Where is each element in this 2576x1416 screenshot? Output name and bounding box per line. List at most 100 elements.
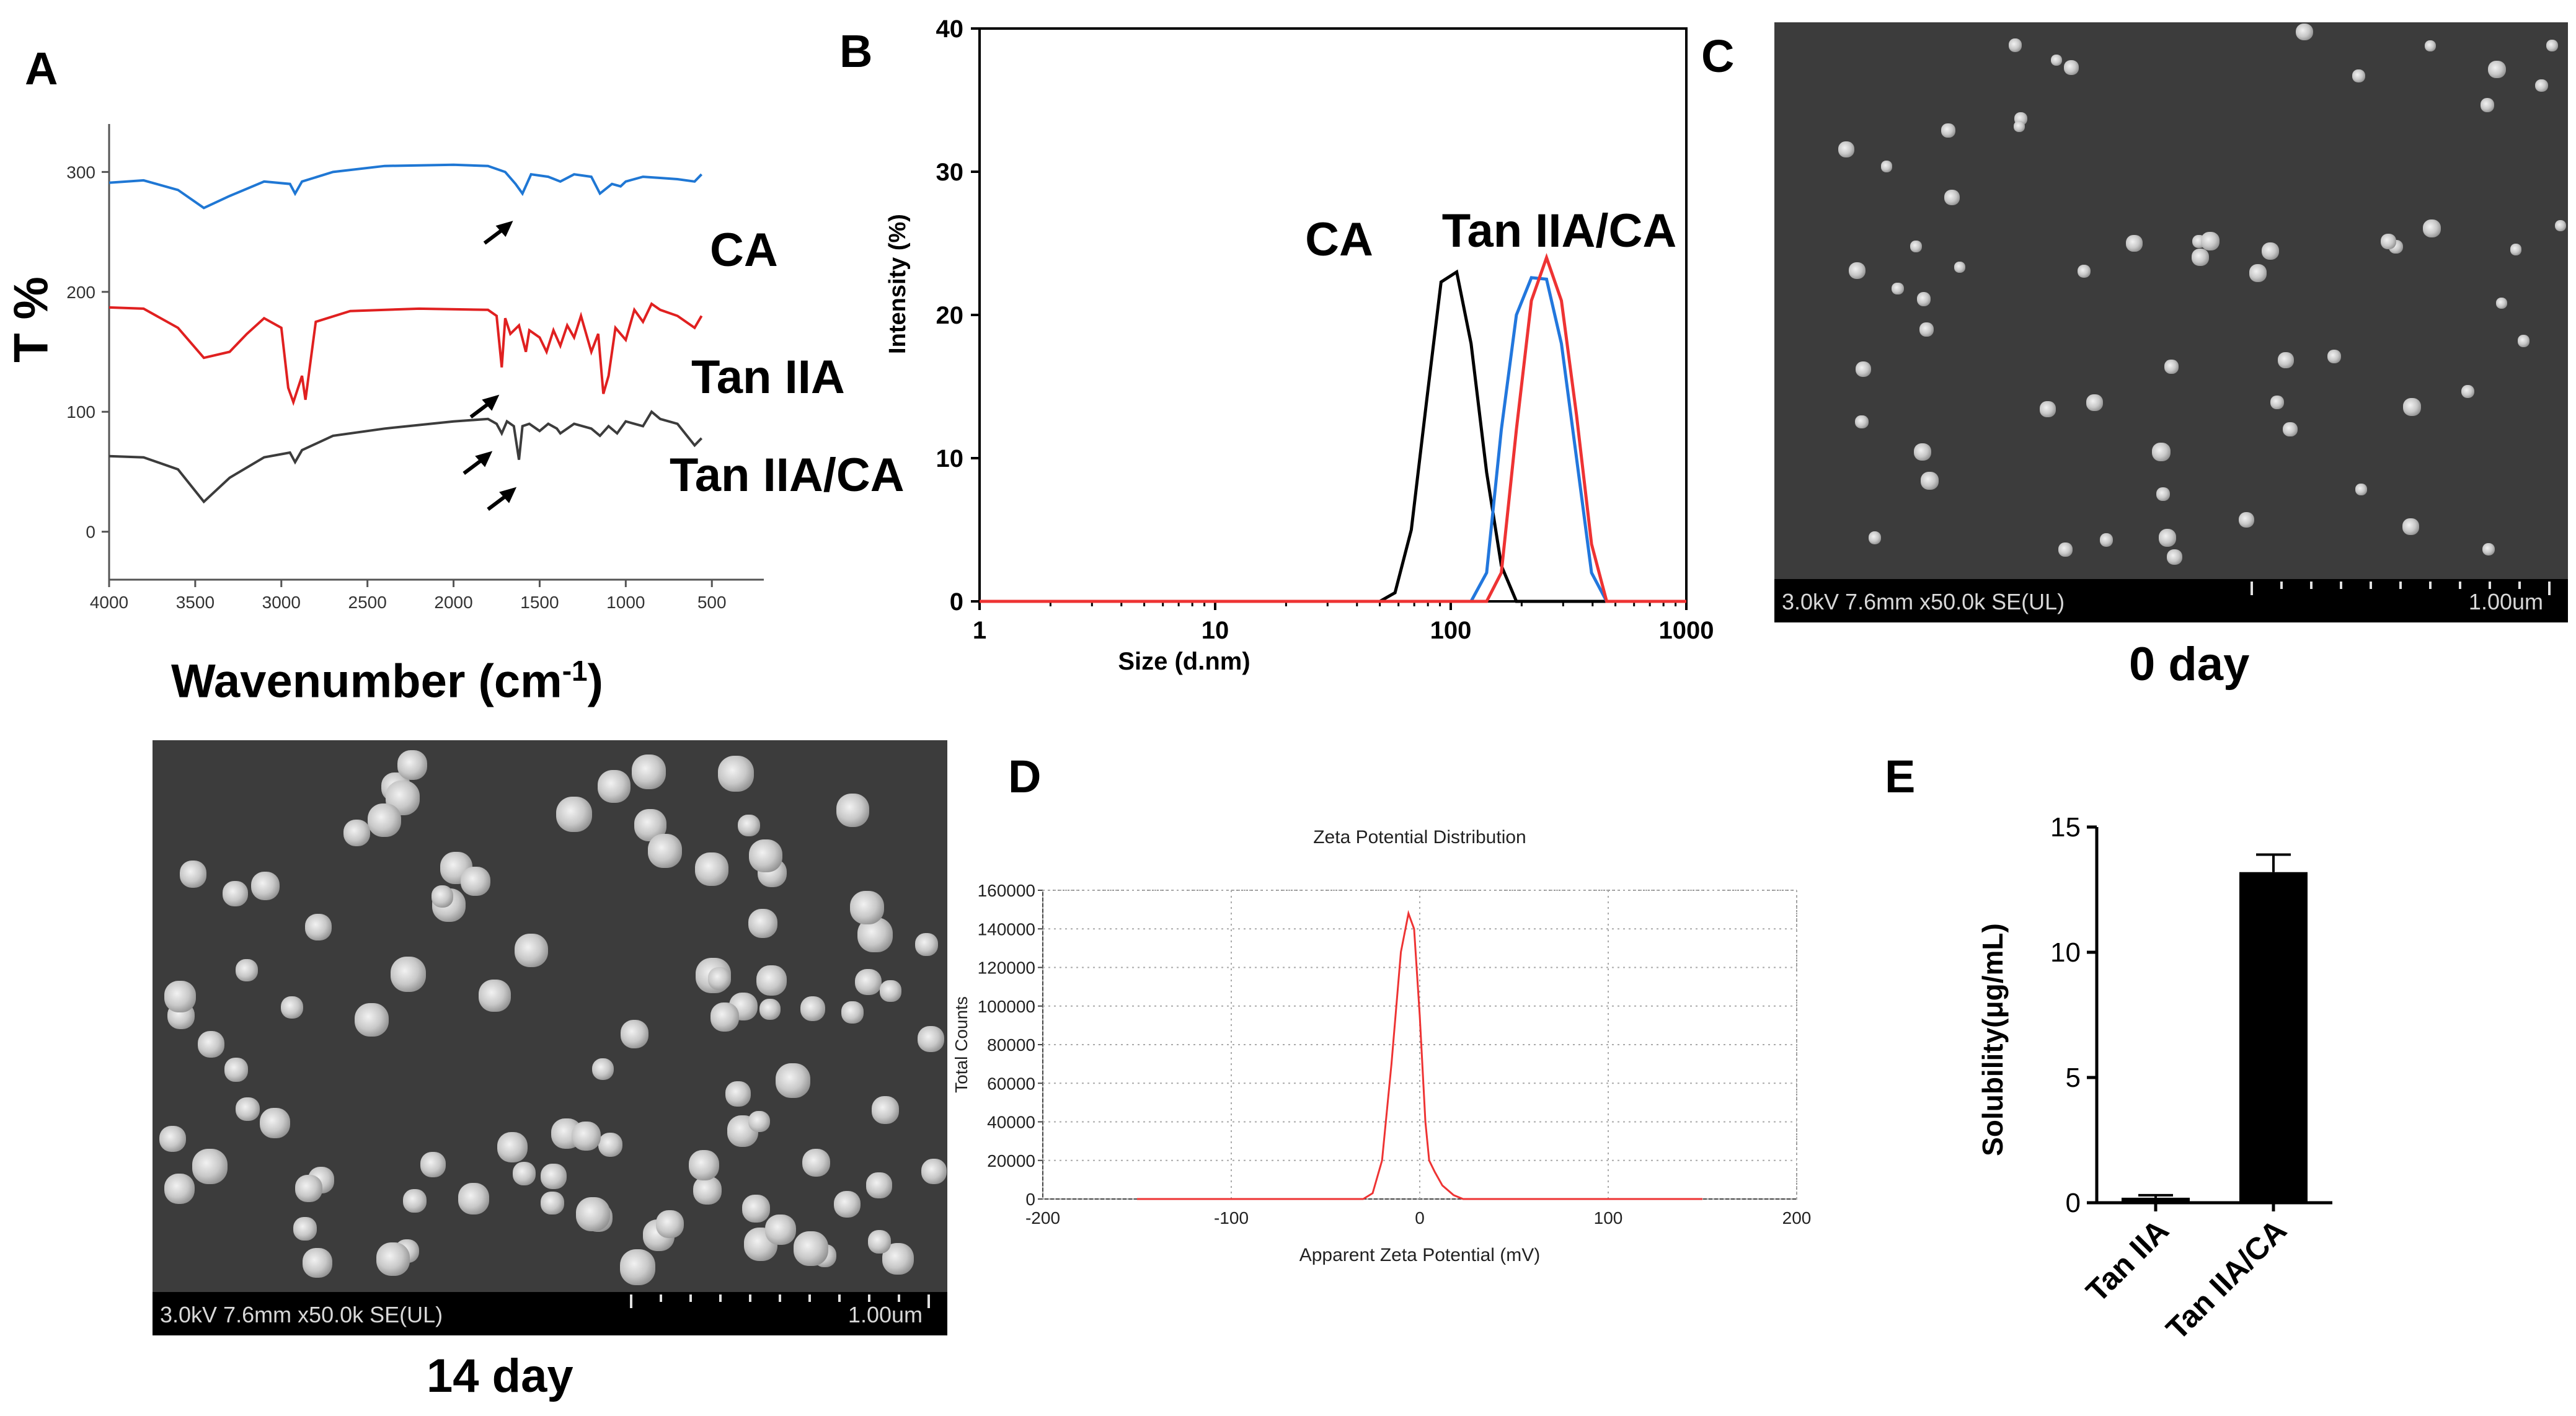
sem-14-caption: 14 day: [427, 1350, 573, 1402]
sem-particle: [688, 1150, 719, 1181]
ftir-x-tick-label: 2000: [434, 593, 472, 612]
sem-particle: [2013, 120, 2025, 132]
solubility-y-tick-label: 15: [2050, 812, 2081, 843]
sem-particle: [718, 756, 754, 792]
sem-particle: [367, 803, 401, 838]
sem-particle: [222, 880, 249, 907]
sem-particle: [656, 1210, 684, 1238]
sem-particle: [915, 933, 939, 957]
sem-particle: [2099, 533, 2113, 547]
sem-particle: [2355, 483, 2368, 495]
sem-particle: [2040, 401, 2056, 417]
sem-particle: [192, 1149, 228, 1185]
ftir-x-axis-label-main: Wavenumber (cm: [171, 655, 562, 708]
ftir-y-tick-label: 300: [66, 162, 95, 182]
sem-0-info-bar: 3.0kV 7.6mm x50.0k SE(UL) 1.00um: [1774, 579, 2568, 622]
sem-particle: [391, 957, 427, 993]
dls-annotation-ca: CA: [1305, 213, 1373, 266]
zeta-x-tick-label: 200: [1782, 1208, 1812, 1228]
sem-particle: [598, 1132, 623, 1157]
sem-particle: [2008, 38, 2022, 52]
sem-particle: [620, 1019, 649, 1048]
sem-particle: [2381, 233, 2397, 249]
sem-particle: [343, 819, 371, 847]
sem-particle: [2238, 511, 2255, 528]
sem-particle: [2424, 40, 2436, 52]
sem-particle: [748, 1110, 770, 1133]
sem-particle: [2063, 60, 2079, 76]
ftir-arrow-tan-iia-ca-2-head: [499, 487, 517, 503]
sem-particle: [2422, 219, 2441, 237]
sem-0-scale: 1.00um: [2468, 589, 2543, 614]
sem-particle: [2402, 518, 2419, 535]
ftir-label-tan-iia-ca: Tan IIA/CA: [670, 449, 905, 502]
zeta-y-tick-label: 120000: [978, 958, 1035, 978]
dls-x-axis-label: Size (d.nm): [1118, 648, 1250, 675]
sem-particle: [2517, 335, 2530, 347]
sem-particle: [725, 1081, 751, 1107]
sem-particle: [918, 1025, 944, 1052]
sem-particle: [2535, 79, 2548, 92]
sem-particle: [2352, 69, 2366, 82]
sem-particle: [541, 1164, 567, 1190]
ftir-label-tan-iia: Tan IIA: [691, 351, 845, 404]
sem-particle: [855, 968, 882, 996]
sem-particle: [749, 839, 782, 873]
sem-particle: [2086, 394, 2103, 411]
sem-particle: [2270, 395, 2284, 410]
sem-particle: [708, 967, 732, 990]
zeta-x-axis-label: Apparent Zeta Potential (mV): [1299, 1245, 1541, 1265]
sem-particle: [431, 885, 454, 908]
ftir-x-tick-label: 3000: [262, 593, 301, 612]
sem-particle: [2278, 352, 2295, 369]
sem-particle: [2461, 384, 2475, 399]
sem-particle: [2077, 264, 2091, 278]
sem-particle: [461, 866, 491, 896]
sem-particle: [2261, 242, 2280, 260]
sem-particle: [794, 1231, 828, 1266]
sem-particle: [159, 1125, 187, 1153]
panel-c-letter: C: [1701, 30, 1735, 82]
sem-particle: [619, 1249, 655, 1285]
sem-particle: [2283, 422, 2298, 437]
zeta-y-tick-label: 40000: [987, 1113, 1035, 1132]
sem-particle: [1892, 282, 1904, 295]
sem-particle: [402, 1189, 427, 1213]
sem-particle: [458, 1183, 490, 1215]
dls-y-tick-label: 30: [936, 159, 964, 186]
sem-particle: [512, 1161, 536, 1185]
sem-image-0-day: 3.0kV 7.6mm x50.0k SE(UL) 1.00um: [1774, 22, 2568, 622]
sem-particle: [833, 1190, 861, 1218]
sem-particle: [871, 1096, 899, 1124]
ftir-series-line-2: [108, 410, 703, 504]
sem-particle: [759, 998, 781, 1020]
dls-annotation-tan-iia-ca: Tan IIA/CA: [1442, 205, 1677, 257]
sem-particle: [2050, 54, 2063, 66]
sem-particle: [1910, 240, 1923, 252]
ftir-label-ca: CA: [710, 224, 778, 277]
sem-particle: [2296, 23, 2314, 41]
zeta-y-tick-label: 160000: [978, 881, 1035, 900]
ftir-y-tick-label: 0: [86, 523, 95, 542]
ftir-x-axis-label-sup: -1: [562, 655, 588, 687]
sem-particle: [2488, 60, 2506, 79]
sem-14-info-bar: 3.0kV 7.6mm x50.0k SE(UL) 1.00um: [153, 1292, 947, 1335]
sem-particle: [305, 914, 332, 940]
sem-particle: [576, 1197, 610, 1232]
sem-particle: [756, 965, 787, 996]
ftir-arrow-tan-iia-head: [482, 394, 500, 411]
sem-particle: [1855, 361, 1871, 378]
panel-e-letter: E: [1885, 751, 1916, 802]
ftir-series-line-1: [108, 302, 703, 406]
ftir-x-tick-label: 4000: [90, 593, 128, 612]
dls-y-tick-label: 10: [936, 445, 964, 472]
panel-a-letter: A: [25, 43, 58, 94]
zeta-x-tick-label: 100: [1594, 1208, 1623, 1228]
sem-particle: [631, 754, 666, 789]
sem-particle: [1921, 472, 1939, 490]
sem-particle: [293, 1217, 317, 1241]
dls-series-line-0: [980, 269, 1686, 603]
sem-particle: [2152, 442, 2171, 461]
sem-particle: [250, 871, 280, 901]
sem-particle: [1919, 322, 1934, 337]
